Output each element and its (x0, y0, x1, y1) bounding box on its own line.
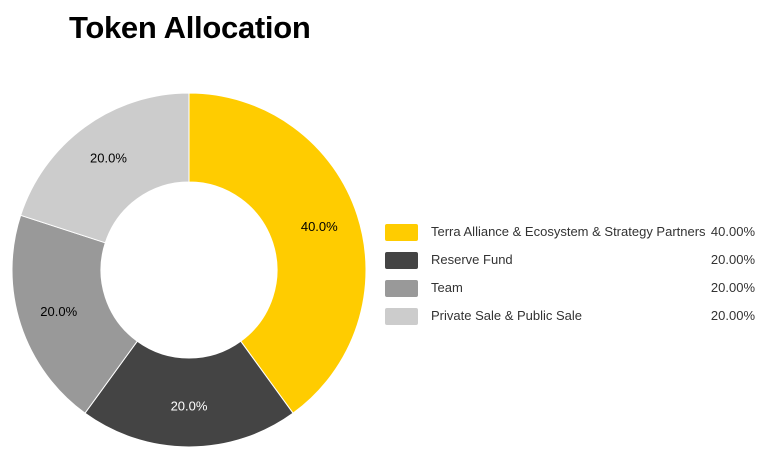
donut-slice-1 (188, 92, 367, 414)
donut-slice-4 (20, 92, 190, 244)
legend-swatch (385, 252, 418, 269)
legend-item: Terra Alliance & Ecosystem & Strategy Pa… (385, 220, 765, 248)
slice-data-label-1: 40.0% (301, 219, 338, 234)
legend-swatch (385, 224, 418, 241)
chart-title: Token Allocation (69, 10, 311, 45)
donut-slice-2 (84, 340, 294, 448)
legend-item: Team 20.00% (385, 276, 765, 304)
legend-value: 20.00% (710, 280, 755, 295)
slice-data-label-4: 20.0% (90, 151, 127, 166)
donut-chart: 40.0% 20.0% 20.0% 20.0% (11, 92, 367, 448)
legend-swatch (385, 308, 418, 325)
legend-label: Terra Alliance & Ecosystem & Strategy Pa… (431, 224, 706, 239)
legend-value: 40.00% (710, 224, 755, 239)
chart-legend: Terra Alliance & Ecosystem & Strategy Pa… (385, 220, 765, 332)
donut-slice-3 (11, 214, 138, 414)
legend-label: Reserve Fund (431, 252, 513, 267)
legend-value: 20.00% (710, 308, 755, 323)
legend-swatch (385, 280, 418, 297)
slice-data-label-2: 20.0% (171, 398, 208, 413)
slice-data-label-3: 20.0% (40, 304, 77, 319)
legend-label: Team (431, 280, 463, 295)
legend-label: Private Sale & Public Sale (431, 308, 583, 323)
legend-item: Private Sale & Public Sale 20.00% (385, 304, 765, 332)
legend-item: Reserve Fund 20.00% (385, 248, 765, 276)
legend-value: 20.00% (710, 252, 755, 267)
